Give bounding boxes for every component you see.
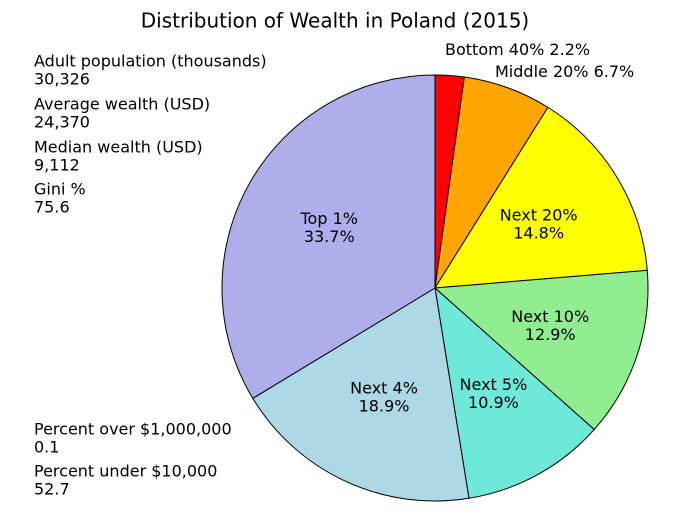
- slice-label: Next 4%: [350, 379, 418, 398]
- stat-label: Average wealth (USD): [34, 95, 210, 114]
- pie-slice: [434, 286, 595, 499]
- stat-label: Adult population (thousands): [34, 52, 267, 71]
- slice-label: Top 1%: [299, 209, 357, 228]
- pie-slice: [434, 106, 648, 289]
- pie-slice: [252, 287, 470, 502]
- slice-value: 14.8%: [513, 223, 564, 242]
- stat-value: 0.1: [34, 438, 59, 457]
- slice-label: Middle 20% 6.7%: [495, 62, 634, 81]
- slice-value: 10.9%: [468, 393, 519, 412]
- slice-value: 12.9%: [525, 325, 576, 344]
- stat-label: Gini %: [34, 180, 86, 199]
- stat-value: 52.7: [34, 480, 70, 499]
- pie-slice: [221, 74, 436, 400]
- stat-value: 9,112: [34, 156, 80, 175]
- stat-label: Percent over $1,000,000: [34, 420, 232, 439]
- stat-value: 30,326: [34, 70, 90, 89]
- slice-name: Middle 20%: [495, 62, 589, 81]
- slice-label: Next 20%: [500, 205, 578, 224]
- slice-label: Next 10%: [511, 307, 589, 326]
- slice-value: 6.7%: [589, 62, 635, 81]
- stat-label: Median wealth (USD): [34, 138, 203, 157]
- slice-name: Bottom 40%: [445, 40, 544, 59]
- pie-slice: [433, 269, 649, 431]
- slice-label: Next 5%: [460, 375, 528, 394]
- slice-value: 18.9%: [359, 397, 410, 416]
- slice-value: 2.2%: [544, 40, 590, 59]
- stat-value: 75.6: [34, 198, 70, 217]
- stat-label: Percent under $10,000: [34, 462, 217, 481]
- stat-value: 24,370: [34, 113, 90, 132]
- chart-title: Distribution of Wealth in Poland (2015): [141, 9, 530, 33]
- slice-value: 33.7%: [304, 227, 355, 246]
- slice-label: Bottom 40% 2.2%: [445, 40, 590, 59]
